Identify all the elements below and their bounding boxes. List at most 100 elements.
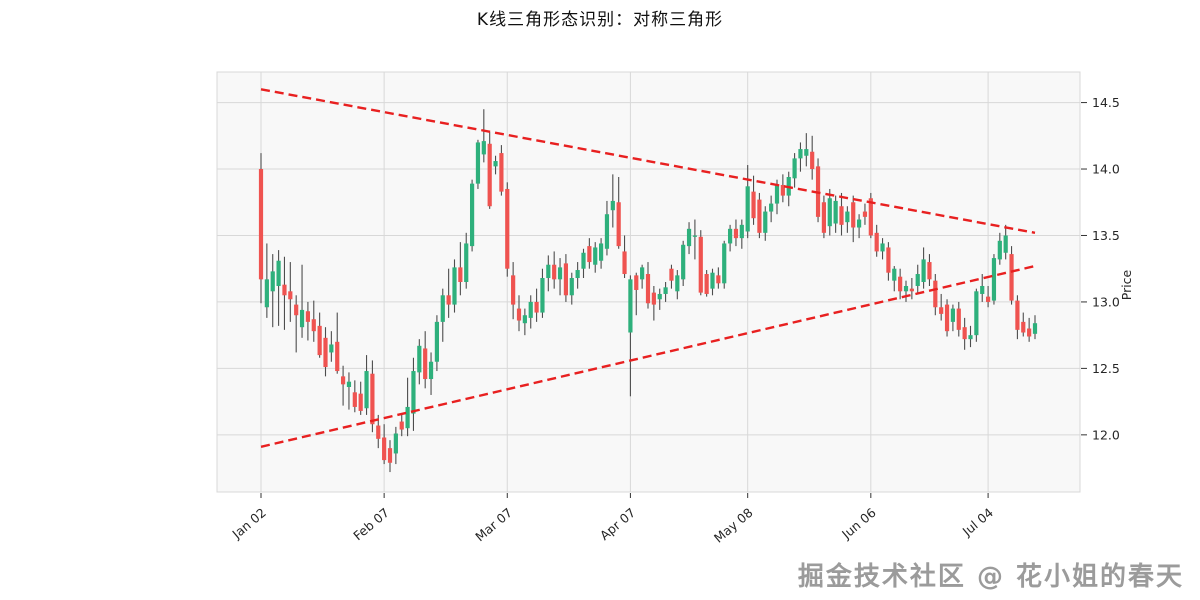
candle: [827, 188, 832, 236]
candle-body-down: [616, 202, 621, 247]
candle: [622, 235, 627, 279]
candle: [681, 240, 686, 286]
candle: [299, 264, 305, 338]
candle: [980, 274, 985, 302]
candle: [423, 331, 428, 389]
candle: [552, 251, 557, 289]
candle: [851, 195, 856, 243]
candle: [686, 222, 692, 255]
candle: [1009, 246, 1014, 305]
candle: [522, 308, 527, 336]
candle: [780, 174, 785, 203]
candle-body-up: [610, 200, 615, 211]
candle: [528, 295, 533, 329]
candle: [991, 254, 997, 305]
candle: [874, 224, 879, 257]
candle: [833, 195, 838, 233]
candle-body-up: [974, 291, 979, 336]
candle-body-down: [458, 267, 463, 282]
candle-body-down: [288, 291, 293, 300]
candle: [1015, 295, 1020, 340]
candle: [264, 243, 269, 318]
x-tick-label: Mar 07: [472, 505, 515, 544]
candle-body-up: [264, 279, 269, 308]
candle-body-up: [364, 371, 369, 409]
candle: [428, 352, 434, 395]
candle: [616, 177, 621, 249]
candle-body-down: [698, 236, 703, 293]
candle-body-down: [1015, 300, 1020, 330]
candle-body-down: [387, 448, 393, 463]
candle-body-up: [1003, 235, 1008, 253]
candle: [645, 262, 651, 309]
candle-body-down: [358, 393, 363, 411]
candle: [305, 301, 311, 341]
candle: [792, 153, 797, 188]
candle: [557, 258, 563, 296]
candle: [469, 179, 475, 252]
candle-body-up: [411, 371, 416, 414]
candle: [1032, 315, 1038, 340]
candle-body-down: [382, 437, 387, 461]
candle: [927, 254, 932, 286]
candle-body-up: [528, 301, 533, 318]
candle-body-up: [686, 228, 692, 247]
candle-body-down: [810, 151, 815, 170]
candle-body-down: [634, 275, 639, 290]
candle: [464, 232, 469, 289]
candle-body-up: [968, 335, 973, 340]
candle: [1021, 312, 1026, 337]
candle: [352, 380, 357, 413]
x-axis-labels: Jan 02 Feb 07 Mar 07 Apr 07 May 08 Jun 06 Jul …: [229, 505, 997, 546]
candle-body-up: [346, 381, 352, 387]
candle-body-down: [757, 199, 762, 233]
candle-body-down: [909, 288, 914, 292]
candle: [733, 219, 739, 247]
candle: [898, 268, 903, 300]
candle: [387, 440, 393, 473]
x-tick-label: Feb 07: [350, 505, 392, 543]
candle: [516, 295, 522, 332]
candle: [604, 200, 610, 256]
candle: [411, 357, 416, 431]
axis-tick-marks: [260, 102, 1087, 498]
candle-body-down: [874, 232, 879, 252]
candle: [1003, 224, 1008, 260]
candle-body-up: [540, 278, 545, 313]
candle: [628, 275, 633, 397]
candle: [1027, 317, 1032, 342]
candle-body-up: [640, 267, 645, 280]
candle: [563, 254, 569, 302]
candle: [739, 219, 744, 249]
candle-body-up: [481, 141, 486, 155]
candle-body-down: [985, 296, 991, 302]
candle: [675, 270, 680, 300]
candle-body-down: [317, 325, 322, 356]
candle: [669, 264, 674, 289]
candle: [481, 109, 486, 163]
candle: [798, 142, 803, 172]
candle-body-down: [505, 188, 510, 269]
candle-body-down: [645, 274, 651, 304]
candle: [581, 248, 586, 279]
candle-body-down: [651, 292, 656, 305]
candle-body-down: [311, 319, 316, 332]
candle-body-up: [769, 203, 774, 212]
candle: [393, 426, 398, 465]
candle-body-down: [886, 247, 891, 273]
candle: [698, 230, 703, 296]
candle-body-up: [763, 211, 768, 233]
candle: [434, 315, 440, 372]
candle-body-down: [944, 304, 950, 332]
candle: [258, 153, 264, 304]
candle-body-up: [569, 278, 574, 296]
candle-body-up: [440, 295, 445, 322]
candle: [939, 293, 944, 321]
candle: [335, 312, 340, 374]
candle-body-down: [716, 275, 721, 284]
candle: [346, 372, 352, 410]
candle-body-down: [511, 275, 516, 305]
candle-body-down: [1021, 321, 1026, 333]
candle: [880, 238, 885, 260]
candle-body-up: [774, 184, 780, 204]
